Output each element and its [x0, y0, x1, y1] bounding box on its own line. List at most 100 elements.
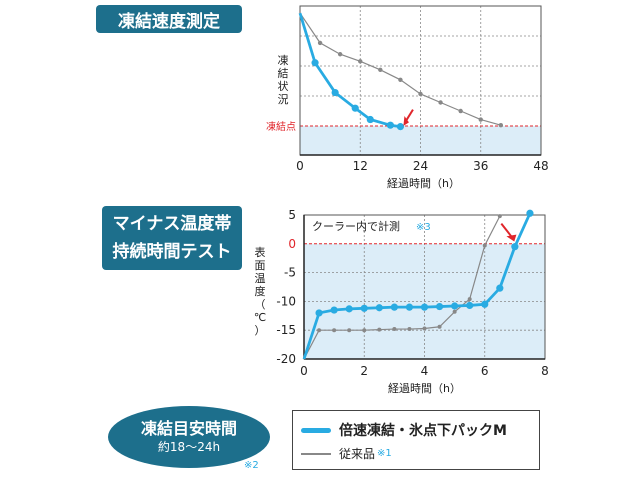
freeze-time-badge-value: 約18～24h [157, 440, 221, 454]
point-old [498, 123, 504, 128]
point-old [362, 328, 367, 333]
point-new [466, 301, 474, 310]
annotation-note: ※3 [416, 222, 431, 233]
legend-item-old: 従来品 ※1 [301, 445, 392, 462]
point-new [366, 115, 374, 124]
point-old [438, 100, 443, 105]
freeze-arrow [405, 109, 414, 122]
minus-duration-title-line2: 持続時間テスト [112, 242, 232, 262]
point-new [330, 306, 338, 314]
point-new [390, 303, 398, 311]
y-tick-label: -5 [284, 266, 296, 280]
point-new [481, 300, 489, 308]
point-old [482, 243, 487, 248]
minus-duration-title: マイナス温度帯 持続時間テスト [102, 206, 242, 270]
y-tick-label: -20 [276, 352, 296, 366]
point-old [418, 91, 423, 97]
minus-duration-title-line1: マイナス温度帯 [112, 214, 232, 234]
x-axis-label: 経過時間（h） [387, 177, 460, 190]
point-old [347, 328, 352, 333]
x-tick-label: 8 [541, 364, 549, 378]
x-tick-label: 12 [353, 159, 368, 173]
x-tick-label: 2 [360, 364, 368, 378]
point-new [331, 88, 339, 97]
badge-note: ※2 [244, 460, 259, 471]
point-old [467, 297, 472, 302]
point-old [478, 117, 483, 122]
series-line-new [298, 12, 401, 129]
point-old [358, 59, 363, 64]
y-axis-label-char: 表 [255, 245, 266, 259]
point-new [405, 303, 414, 311]
y-axis-label-char: 状 [278, 79, 289, 93]
y-tick-label: -15 [276, 323, 296, 337]
point-old [332, 328, 337, 333]
point-old [437, 324, 442, 329]
y-axis-label-char: 結 [278, 66, 289, 80]
point-old [407, 327, 412, 332]
x-tick-label: 24 [413, 159, 428, 173]
point-old [337, 52, 343, 57]
point-new [360, 304, 368, 312]
zero-arrow-head [506, 234, 517, 242]
y-axis-label-char: 度 [255, 284, 266, 298]
y-axis-label-char: 面 [255, 259, 266, 272]
y-tick-label: 0 [288, 237, 296, 251]
point-old [392, 327, 397, 332]
legend-item-new: 倍速凍結・氷点下パックM [301, 420, 507, 440]
x-axis-label: 経過時間（h） [388, 382, 461, 395]
point-old [452, 309, 457, 314]
y-axis-label-char: 温 [255, 272, 266, 285]
y-axis-label-char: 況 [278, 92, 289, 106]
y-axis-label-char: 凍 [278, 54, 289, 67]
legend-label-new: 倍速凍結・氷点下パックM [339, 423, 507, 439]
freeze-arrow-head [403, 115, 409, 126]
point-new [526, 209, 534, 217]
point-new [435, 302, 444, 311]
point-new [386, 121, 394, 129]
y-tick-label: -10 [276, 294, 296, 308]
point-new [496, 284, 504, 292]
point-new [351, 104, 359, 112]
x-tick-label: 48 [533, 159, 548, 173]
x-tick-label: 0 [300, 364, 308, 378]
series-line-new [302, 212, 532, 360]
y-axis-label-char: ℃ [254, 311, 266, 324]
point-new [451, 302, 459, 310]
freeze-time-badge: 凍結目安時間 約18～24h [108, 406, 270, 468]
x-tick-label: 6 [481, 364, 489, 378]
annotation-label: クーラー内で計測 [312, 219, 400, 233]
point-old [458, 108, 463, 114]
y-axis-label-char: ） [255, 324, 266, 337]
legend-swatch-old [301, 452, 331, 455]
legend-label-old: 従来品 [339, 447, 376, 461]
legend-swatch-new [301, 427, 331, 433]
series-line-old [299, 12, 501, 126]
y-axis-label-char: （ [255, 298, 266, 311]
point-old [317, 40, 323, 46]
x-tick-label: 36 [473, 159, 488, 173]
series-line-old [303, 215, 501, 360]
x-tick-label: 0 [296, 159, 304, 173]
point-old [317, 328, 322, 333]
point-old [377, 327, 382, 332]
point-old [378, 67, 383, 73]
point-old [497, 214, 502, 219]
legend: 倍速凍結・氷点下パックM 従来品 ※1 [292, 410, 540, 470]
point-new [396, 123, 405, 131]
point-new [311, 59, 319, 67]
point-new [345, 305, 353, 313]
zero-arrow [500, 223, 513, 237]
point-old [422, 326, 427, 331]
point-new [375, 304, 383, 312]
freeze-point-label: 凍結点 [266, 120, 296, 133]
freeze-time-badge-title: 凍結目安時間 [140, 419, 237, 438]
point-new [315, 309, 323, 317]
point-new [511, 243, 519, 251]
legend-note-old: ※1 [377, 448, 392, 459]
y-tick-label: 5 [288, 208, 296, 222]
point-old [398, 77, 403, 82]
point-new [420, 303, 429, 311]
